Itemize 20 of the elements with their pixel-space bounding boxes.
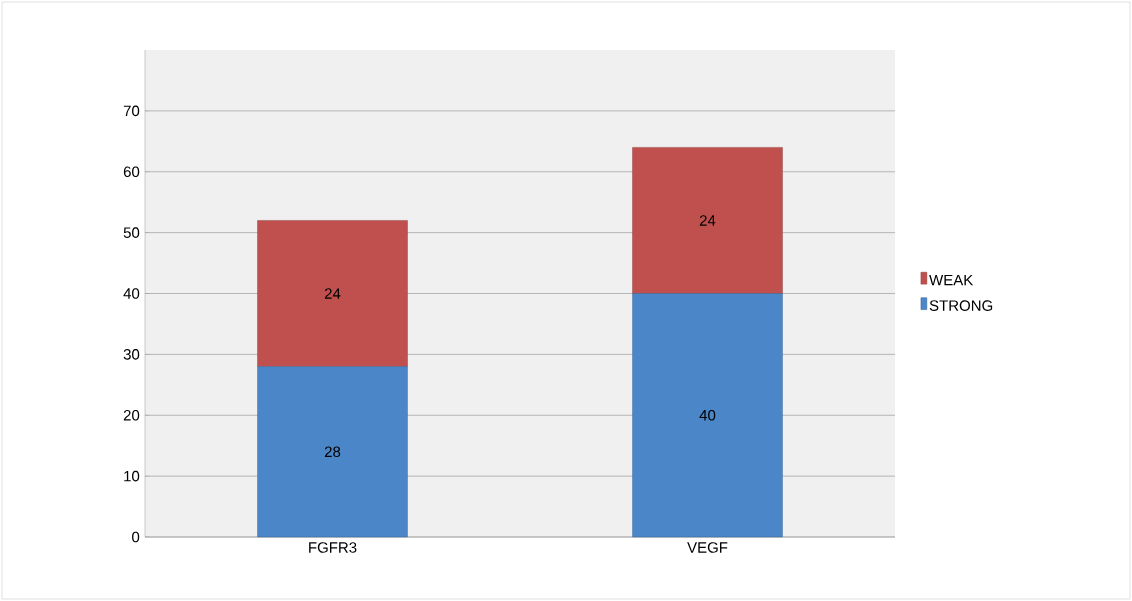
data-label: 24 bbox=[324, 288, 341, 299]
y-tick-label: 40 bbox=[123, 288, 140, 299]
bar bbox=[632, 147, 783, 294]
x-tick-label: FGFR3 bbox=[309, 542, 357, 553]
y-tick-label: 60 bbox=[123, 166, 140, 178]
x-tick-label: VEGF bbox=[687, 542, 728, 553]
bar bbox=[257, 220, 408, 367]
legend-label: STRONG bbox=[929, 300, 993, 311]
legend-label: WEAK bbox=[929, 274, 974, 286]
data-label: 24 bbox=[699, 215, 716, 226]
data-label: 40 bbox=[699, 409, 716, 421]
bar bbox=[632, 293, 783, 538]
y-tick-label: 10 bbox=[124, 470, 140, 482]
y-tick-label: 70 bbox=[123, 105, 140, 117]
y-tick-label: 30 bbox=[123, 349, 140, 360]
y-tick-label: 20 bbox=[123, 409, 140, 421]
y-tick-label: 50 bbox=[123, 227, 140, 238]
data-label: 28 bbox=[324, 446, 341, 458]
y-tick-label: 0 bbox=[132, 531, 140, 543]
bar bbox=[257, 366, 408, 538]
